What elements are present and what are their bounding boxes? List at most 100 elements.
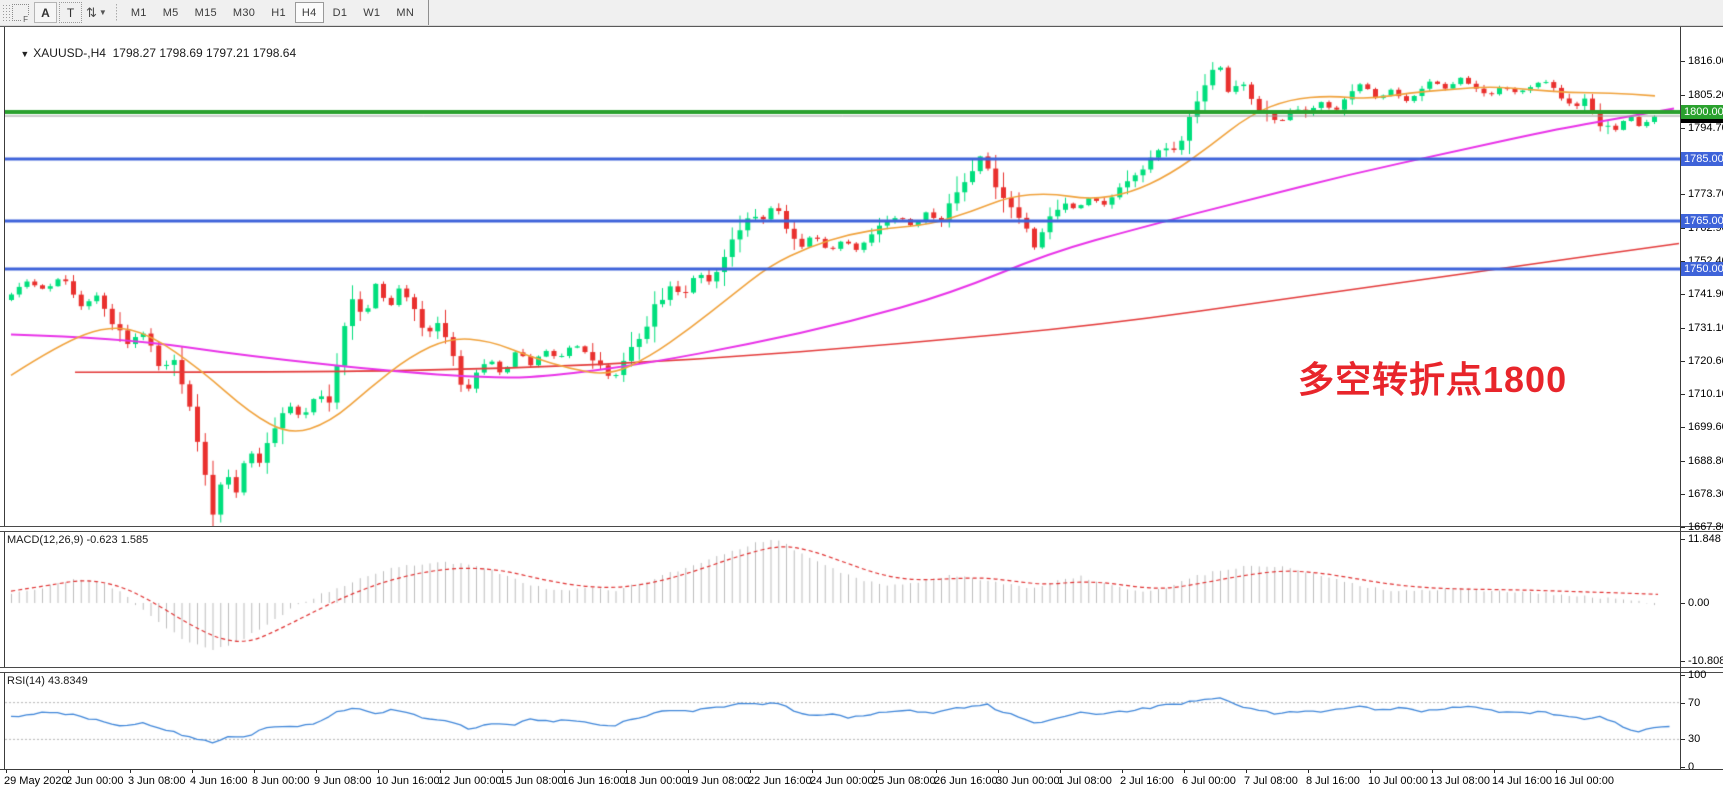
chart-left-border <box>4 27 5 793</box>
price-tick-label: 1667.80 <box>1688 521 1723 533</box>
time-tick-mark <box>1060 770 1061 773</box>
time-axis-label: 22 Jun 16:00 <box>748 775 812 787</box>
cursor-tool-button[interactable]: A <box>34 2 57 23</box>
time-tick-mark <box>316 770 317 773</box>
chart-collapse-icon[interactable]: ▼ <box>20 49 30 59</box>
axis-tick-mark <box>1681 603 1685 604</box>
time-tick-mark <box>1556 770 1557 773</box>
time-axis-label: 26 Jun 16:00 <box>934 775 998 787</box>
axis-tick-mark <box>1681 675 1685 676</box>
axis-tick-mark <box>1681 228 1685 229</box>
time-axis-label: 8 Jul 16:00 <box>1306 775 1360 787</box>
time-tick-mark <box>378 770 379 773</box>
axis-tick-mark <box>1681 739 1685 740</box>
price-axis[interactable]: 1816.001805.201794.701784.201773.701762.… <box>1681 27 1723 773</box>
timeframe-button-M15[interactable]: M15 <box>194 6 217 19</box>
time-axis-label: 9 Jun 08:00 <box>314 775 372 787</box>
time-axis-label: 2 Jul 16:00 <box>1120 775 1174 787</box>
pane-splitter-rsi[interactable] <box>0 667 1723 673</box>
sort-order-button[interactable]: ⇅ ▼ <box>86 5 107 21</box>
axis-tick-mark <box>1681 61 1685 62</box>
macd-indicator-canvas[interactable] <box>5 532 1680 667</box>
toolbar: F A T ⇅ ▼ M1 M5 M15 M30 H1 H4 D1 W1 MN <box>0 0 1723 26</box>
time-tick-mark <box>502 770 503 773</box>
price-axis-border <box>1680 27 1681 793</box>
time-axis[interactable]: 29 May 2020 2 Jun 00:00 3 Jun 08:00 4 Jun 1… <box>0 769 1723 794</box>
time-axis-label: 1 Jul 08:00 <box>1058 775 1112 787</box>
axis-tick-mark <box>1681 394 1685 395</box>
timeframe-button-M5[interactable]: M5 <box>162 6 179 19</box>
timeframe-button-W1[interactable]: W1 <box>363 6 381 19</box>
time-tick-mark <box>1122 770 1123 773</box>
time-axis-label: 4 Jun 16:00 <box>190 775 248 787</box>
axis-tick-mark <box>1681 95 1685 96</box>
rsi-tick-label: 100 <box>1688 669 1707 681</box>
axis-tick-mark <box>1681 539 1685 540</box>
timeframe-button-M30[interactable]: M30 <box>232 6 256 19</box>
timeframe-button-D1[interactable]: D1 <box>332 6 348 19</box>
time-axis-label: 13 Jul 08:00 <box>1430 775 1490 787</box>
axis-tick-mark <box>1681 128 1685 129</box>
axis-tick-mark <box>1681 527 1685 528</box>
time-tick-mark <box>998 770 999 773</box>
time-axis-label: 3 Jun 08:00 <box>128 775 186 787</box>
time-tick-mark <box>1308 770 1309 773</box>
price-level-badge: 1800.00 <box>1681 105 1723 119</box>
time-axis-label: 14 Jul 16:00 <box>1492 775 1552 787</box>
time-tick-mark <box>1246 770 1247 773</box>
time-axis-label: 15 Jun 08:00 <box>500 775 564 787</box>
time-axis-label: 24 Jun 00:00 <box>810 775 874 787</box>
price-tick-label: 1710.10 <box>1688 388 1723 400</box>
timeframe-button-H1[interactable]: H1 <box>271 6 286 19</box>
time-tick-mark <box>626 770 627 773</box>
time-axis-label: 18 Jun 00:00 <box>624 775 688 787</box>
macd-tick-label: -10.808 <box>1688 655 1723 667</box>
text-tool-button[interactable]: T <box>59 2 82 23</box>
dropdown-caret-icon: ▼ <box>98 8 107 17</box>
price-tick-label: 1720.60 <box>1688 355 1723 367</box>
axis-tick-mark <box>1681 194 1685 195</box>
price-tick-label: 1678.30 <box>1688 488 1723 500</box>
timeframe-button-H4[interactable]: H4 <box>294 2 324 23</box>
time-axis-label: 10 Jun 16:00 <box>376 775 440 787</box>
axis-tick-mark <box>1681 328 1685 329</box>
time-axis-label: 8 Jun 00:00 <box>252 775 310 787</box>
time-tick-mark <box>936 770 937 773</box>
price-tick-label: 1699.60 <box>1688 421 1723 433</box>
price-level-badge: 1765.00 <box>1681 214 1723 228</box>
price-tick-label: 1794.70 <box>1688 122 1723 134</box>
rsi-tick-label: 0 <box>1688 761 1695 773</box>
axis-tick-mark <box>1681 661 1685 662</box>
time-tick-mark <box>812 770 813 773</box>
time-tick-mark <box>254 770 255 773</box>
chart-ohlc-values: 1798.27 1798.69 1797.21 1798.64 <box>112 46 297 60</box>
docking-grid-icon[interactable]: F <box>12 4 29 24</box>
time-axis-label: 2 Jun 00:00 <box>66 775 124 787</box>
time-axis-label: 7 Jul 08:00 <box>1244 775 1298 787</box>
timeframe-button-M1[interactable]: M1 <box>130 6 147 19</box>
timeframe-button-MN[interactable]: MN <box>396 6 415 19</box>
toolbar-drag-handle[interactable] <box>2 3 10 22</box>
time-tick-mark <box>440 770 441 773</box>
axis-tick-mark <box>1681 294 1685 295</box>
pane-splitter-macd[interactable] <box>0 526 1723 532</box>
price-tick-label: 1688.80 <box>1688 455 1723 467</box>
price-tick-label: 1731.10 <box>1688 322 1723 334</box>
price-level-badge: 1785.00 <box>1681 152 1723 166</box>
chart-text-annotation: 多空转折点1800 <box>1298 359 1568 400</box>
time-axis-label: 19 Jun 08:00 <box>686 775 750 787</box>
time-tick-mark <box>1494 770 1495 773</box>
rsi-indicator-canvas[interactable] <box>5 673 1680 769</box>
time-axis-label: 29 May 2020 <box>4 775 68 787</box>
timeframe-button-group: M1 M5 M15 M30 H1 H4 D1 W1 MN <box>123 2 422 23</box>
docking-grid-label: F <box>22 15 29 24</box>
time-tick-mark <box>688 770 689 773</box>
toolbar-separator <box>115 3 117 22</box>
time-axis-label: 25 Jun 08:00 <box>872 775 936 787</box>
chart-title: ▼ XAUUSD-,H4 1798.27 1798.69 1797.21 1798… <box>7 32 296 74</box>
time-axis-label: 16 Jun 16:00 <box>562 775 626 787</box>
main-price-chart-canvas[interactable] <box>5 29 1680 528</box>
time-axis-label: 10 Jul 00:00 <box>1368 775 1428 787</box>
time-tick-mark <box>750 770 751 773</box>
axis-tick-mark <box>1681 427 1685 428</box>
